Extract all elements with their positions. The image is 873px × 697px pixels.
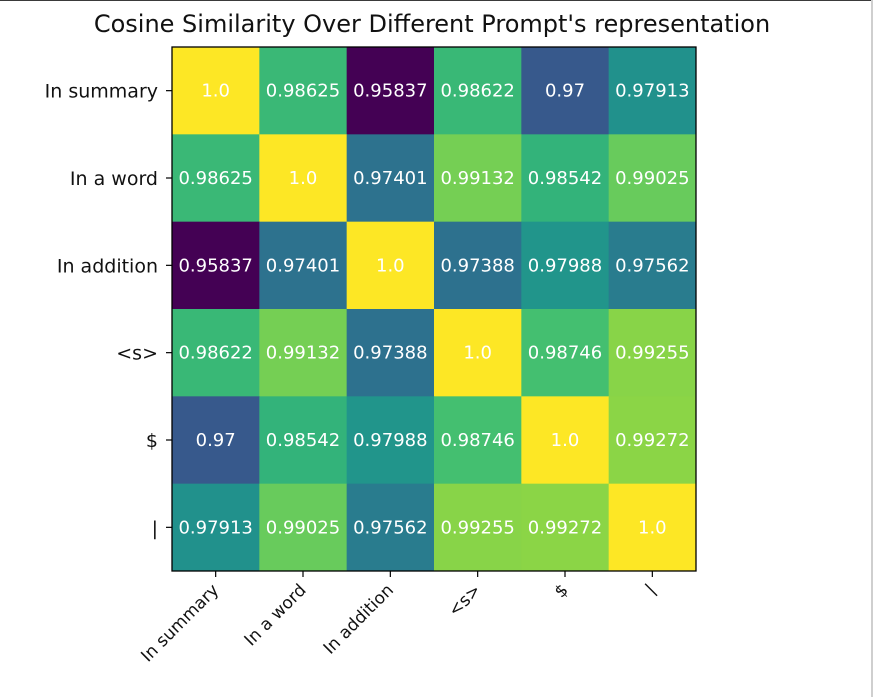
x-tick-label: In a word	[241, 580, 311, 650]
cell-value-label: 1.0	[638, 517, 667, 538]
heatmap-cell	[608, 221, 697, 310]
heatmap-cell	[608, 134, 697, 223]
y-tick-label: In a word	[70, 168, 158, 190]
cell-value-label: 0.99025	[266, 517, 340, 538]
heatmap-cell	[346, 134, 435, 223]
heatmap-cell	[434, 221, 522, 310]
heatmap-cell	[259, 221, 348, 310]
cell-value-label: 0.99025	[615, 168, 689, 189]
cell-value-label: 0.99132	[440, 168, 514, 189]
cell-value-label: 1.0	[551, 430, 580, 451]
heatmap-cell	[521, 47, 610, 135]
heatmap-cell	[521, 134, 610, 223]
cell-value-label: 1.0	[463, 343, 492, 364]
heatmap-cell	[608, 47, 697, 135]
heatmap-cell	[434, 47, 522, 135]
heatmap-cell	[346, 396, 435, 485]
cell-value-label: 1.0	[289, 168, 318, 189]
x-tick-label: <s>	[445, 580, 486, 621]
heatmap-cell	[346, 221, 435, 310]
cell-value-label: 0.97562	[353, 517, 427, 538]
heatmap-cells	[172, 47, 697, 572]
cell-value-label: 1.0	[201, 81, 230, 102]
cell-value-label: 0.99272	[615, 430, 689, 451]
cell-value-label: 0.99272	[528, 517, 602, 538]
heatmap-cell	[434, 483, 522, 572]
heatmap-cell	[259, 396, 348, 485]
cell-value-label: 0.97988	[353, 430, 427, 451]
heatmap-cell	[521, 396, 610, 485]
cell-value-label: 0.98622	[440, 81, 514, 102]
cell-value-label: 0.97401	[266, 255, 340, 276]
cell-value-label: 0.97	[545, 81, 585, 102]
heatmap-cell	[521, 221, 610, 310]
heatmap-cell	[172, 483, 260, 572]
heatmap-cell	[172, 134, 260, 223]
chart-title: Cosine Similarity Over Different Prompt'…	[94, 10, 770, 38]
heatmap-cell	[259, 309, 348, 397]
heatmap-cell	[608, 309, 697, 397]
cell-value-label: 0.98622	[178, 343, 252, 364]
heatmap-cell	[259, 483, 348, 572]
top-border	[0, 0, 873, 1]
heatmap-cell	[521, 309, 610, 397]
cell-value-label: 0.97913	[615, 81, 689, 102]
cell-value-label: 0.98625	[178, 168, 252, 189]
cell-value-label: 0.97913	[178, 517, 252, 538]
cell-value-label: 0.97388	[353, 343, 427, 364]
y-tick-label: <s>	[116, 343, 158, 365]
cell-value-label: 0.99255	[615, 343, 689, 364]
y-tick-label: In addition	[57, 255, 158, 277]
cell-value-label: 0.98625	[266, 81, 340, 102]
cell-value-label: 0.98746	[440, 430, 514, 451]
cell-value-label: 1.0	[376, 255, 405, 276]
cell-value-label: 0.97	[196, 430, 236, 451]
x-tick-label: In addition	[320, 580, 398, 658]
heatmap-cell	[346, 309, 435, 397]
y-tick-label: In summary	[45, 81, 158, 103]
heatmap-cell	[434, 134, 522, 223]
x-tick-label: In summary	[137, 580, 223, 666]
cell-value-label: 0.97388	[440, 255, 514, 276]
heatmap-cell	[172, 47, 260, 135]
heatmap-cell	[434, 396, 522, 485]
cell-value-label: 0.97988	[528, 255, 602, 276]
cell-value-label: 0.98542	[528, 168, 602, 189]
cell-value-label: 0.95837	[353, 81, 427, 102]
y-tick-label: $	[146, 430, 158, 452]
heatmap-cell	[346, 47, 435, 135]
y-axis: In summary In a word In addition <s> $ |	[45, 81, 172, 539]
heatmap-cell-labels: 1.0 0.98625 0.95837 0.98622 0.97 0.97913 0.986…	[178, 81, 689, 539]
heatmap-cell	[521, 483, 610, 572]
heatmap-cell	[259, 47, 348, 135]
heatmap-cell	[172, 309, 260, 397]
heatmap-cell	[346, 483, 435, 572]
x-axis: In summary In a word In addition <s> $ |	[137, 571, 660, 666]
cell-value-label: 0.99255	[440, 517, 514, 538]
x-tick-label: |	[642, 580, 660, 598]
cell-value-label: 0.99132	[266, 343, 340, 364]
heatmap-cell	[434, 309, 522, 397]
cell-value-label: 0.97562	[615, 255, 689, 276]
cell-value-label: 0.97401	[353, 168, 427, 189]
heatmap-cell	[172, 396, 260, 485]
heatmap-cell	[608, 396, 697, 485]
cell-value-label: 0.98542	[266, 430, 340, 451]
plot-frame	[171, 46, 697, 572]
heatmap-cell	[172, 221, 260, 310]
x-tick-label: $	[551, 580, 573, 602]
heatmap-cell	[608, 483, 697, 572]
cell-value-label: 0.95837	[178, 255, 252, 276]
heatmap-cell	[259, 134, 348, 223]
cell-value-label: 0.98746	[528, 343, 602, 364]
y-tick-label: |	[152, 517, 158, 539]
right-border	[871, 0, 873, 697]
